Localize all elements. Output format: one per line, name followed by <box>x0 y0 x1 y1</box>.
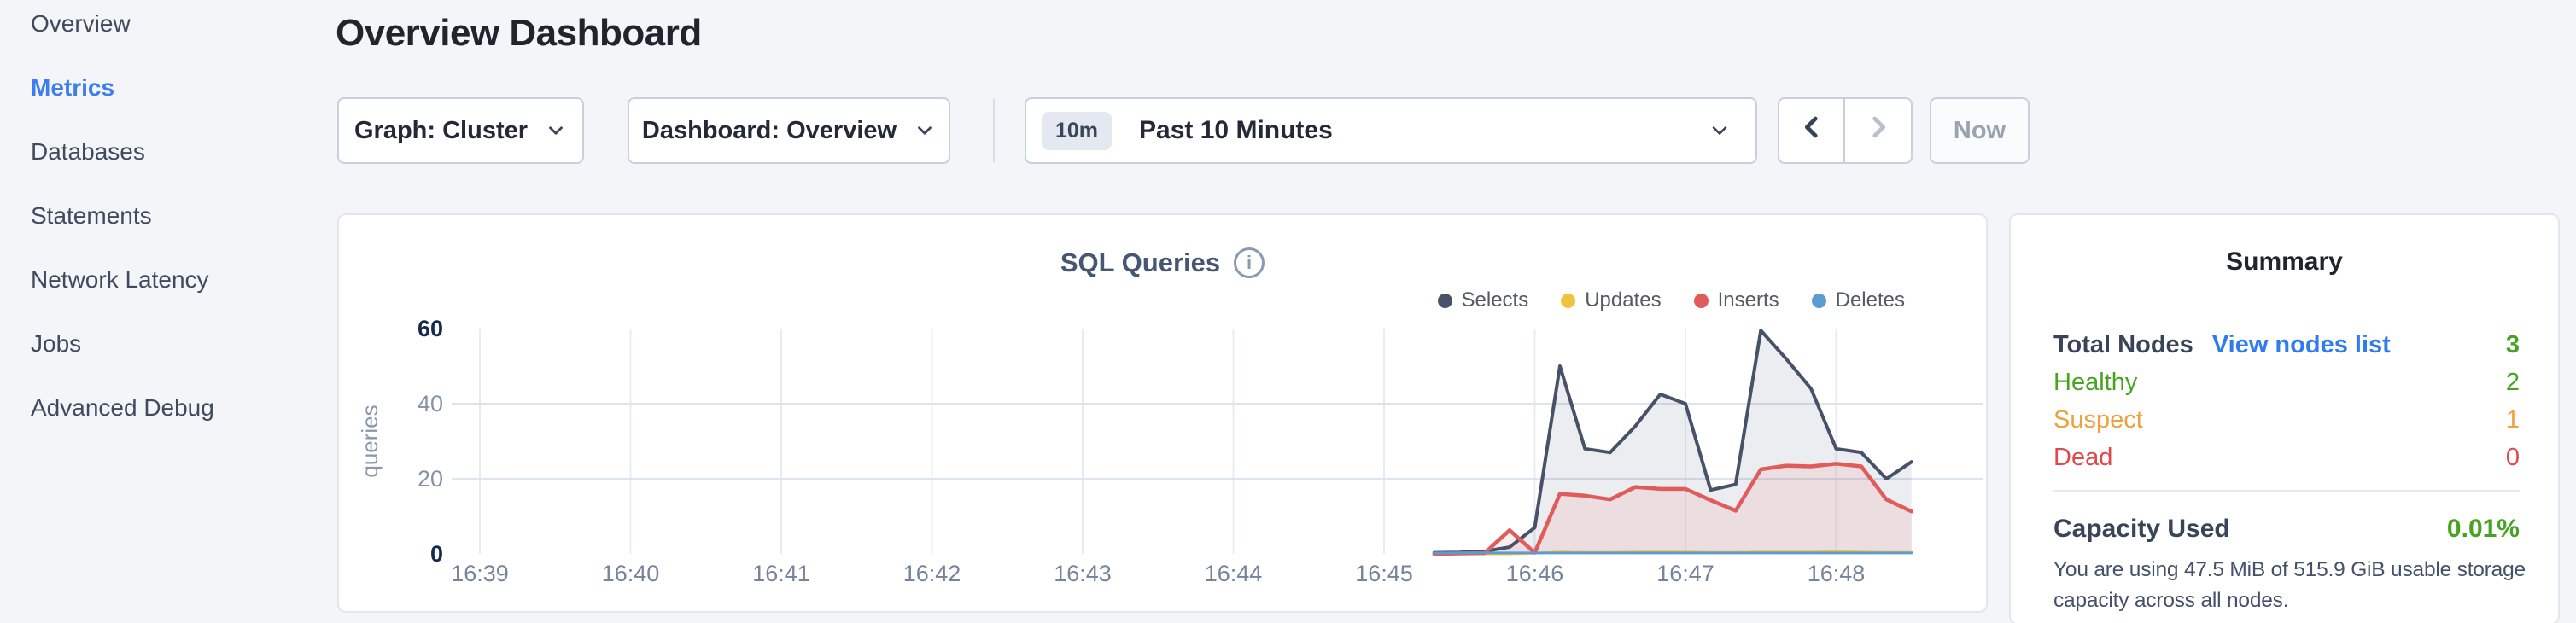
capacity-note: You are using 47.5 MiB of 515.9 GiB usab… <box>2053 555 2527 616</box>
healthy-nodes-row: Healthy 2 <box>2053 364 2520 401</box>
graph-scope-label: Graph: Cluster <box>353 116 529 144</box>
sidebar-item-network-latency[interactable]: Network Latency <box>31 265 209 293</box>
dead-nodes-row: Dead 0 <box>2053 439 2520 476</box>
graph-scope-dropdown[interactable]: Graph: Cluster <box>337 97 584 164</box>
svg-text:16:42: 16:42 <box>903 561 961 586</box>
legend-dot-updates <box>1561 293 1576 308</box>
svg-text:16:39: 16:39 <box>451 561 509 586</box>
chevron-down-icon <box>1708 119 1732 143</box>
total-nodes-row: Total Nodes View nodes list 3 <box>2053 326 2520 364</box>
legend-label: Deletes <box>1835 288 1905 312</box>
chevron-right-icon <box>1864 108 1893 153</box>
sidebar-item-metrics[interactable]: Metrics <box>31 73 115 101</box>
svg-text:16:47: 16:47 <box>1656 561 1714 586</box>
svg-text:20: 20 <box>418 466 443 492</box>
sql-queries-chart-card: SQL Queries i Selects Updates Inserts Delet… <box>337 213 1988 613</box>
summary-divider <box>2053 490 2520 492</box>
legend-item-updates[interactable]: Updates <box>1561 288 1662 312</box>
svg-text:40: 40 <box>418 391 443 416</box>
sidebar: Overview Metrics Databases Statements Ne… <box>0 0 335 623</box>
suspect-nodes-row: Suspect 1 <box>2053 401 2520 439</box>
legend-dot-deletes <box>1811 293 1826 308</box>
chevron-down-icon <box>545 119 567 142</box>
chart-legend: Selects Updates Inserts Deletes <box>1437 288 1905 312</box>
svg-text:queries: queries <box>357 405 383 477</box>
legend-dot-inserts <box>1693 293 1709 308</box>
svg-text:60: 60 <box>418 316 443 341</box>
info-icon[interactable]: i <box>1234 247 1265 278</box>
healthy-value: 2 <box>2505 368 2520 396</box>
legend-label: Updates <box>1585 288 1662 312</box>
controls-divider <box>993 99 995 162</box>
legend-label: Selects <box>1461 288 1529 312</box>
total-nodes-label: Total Nodes <box>2053 330 2193 358</box>
legend-item-deletes[interactable]: Deletes <box>1811 288 1905 312</box>
dashboard-label: Dashboard: Overview <box>641 116 897 144</box>
next-time-window-button[interactable] <box>1845 99 1911 162</box>
capacity-note-line1: You are using 47.5 MiB of 515.9 GiB usab… <box>2053 558 2526 581</box>
sidebar-item-advanced-debug[interactable]: Advanced Debug <box>31 393 214 421</box>
dashboard-dropdown[interactable]: Dashboard: Overview <box>628 97 950 164</box>
chevron-down-icon <box>914 119 936 142</box>
chevron-left-icon <box>1797 108 1826 153</box>
summary-panel: Summary Total Nodes View nodes list 3 He… <box>2009 213 2560 623</box>
svg-text:16:41: 16:41 <box>752 561 810 586</box>
now-button[interactable]: Now <box>1930 97 2030 164</box>
suspect-label: Suspect <box>2053 405 2143 434</box>
capacity-used-row: Capacity Used 0.01% <box>2053 510 2520 548</box>
svg-text:16:46: 16:46 <box>1506 561 1564 586</box>
healthy-label: Healthy <box>2053 368 2138 396</box>
legend-label: Inserts <box>1717 288 1779 312</box>
summary-title: Summary <box>2226 247 2343 276</box>
total-nodes-value: 3 <box>2505 330 2520 358</box>
chart-title: SQL Queries <box>1060 247 1221 277</box>
capacity-note-line2: capacity across all nodes. <box>2053 589 2289 612</box>
capacity-used-label: Capacity Used <box>2053 515 2230 543</box>
time-window-label: Past 10 Minutes <box>1139 116 1333 144</box>
sql-queries-plot: 0 20 40 60 16:39 16:40 16:41 16:42 16:43 16:44 16:… <box>357 316 1983 586</box>
svg-text:16:48: 16:48 <box>1808 561 1866 586</box>
sidebar-item-statements[interactable]: Statements <box>31 201 152 229</box>
svg-text:16:43: 16:43 <box>1054 561 1112 586</box>
dead-value: 0 <box>2505 443 2520 471</box>
legend-dot-selects <box>1437 293 1452 308</box>
capacity-used-value: 0.01% <box>2446 515 2520 543</box>
dead-label: Dead <box>2053 443 2113 471</box>
sidebar-item-databases[interactable]: Databases <box>31 137 145 165</box>
view-nodes-list-link[interactable]: View nodes list <box>2211 330 2391 358</box>
time-step-buttons <box>1778 97 1913 164</box>
legend-item-inserts[interactable]: Inserts <box>1693 288 1779 312</box>
legend-item-selects[interactable]: Selects <box>1437 288 1529 312</box>
time-window-badge: 10m <box>1042 111 1113 150</box>
svg-text:16:45: 16:45 <box>1355 561 1413 586</box>
sidebar-item-overview[interactable]: Overview <box>31 9 131 37</box>
svg-text:16:40: 16:40 <box>602 561 660 586</box>
suspect-value: 1 <box>2505 405 2520 434</box>
svg-text:16:44: 16:44 <box>1205 561 1263 586</box>
sidebar-item-jobs[interactable]: Jobs <box>31 329 82 357</box>
svg-text:0: 0 <box>430 541 443 567</box>
time-window-dropdown[interactable]: 10m Past 10 Minutes <box>1025 97 1757 164</box>
previous-time-window-button[interactable] <box>1779 99 1845 162</box>
page-title: Overview Dashboard <box>336 12 702 54</box>
